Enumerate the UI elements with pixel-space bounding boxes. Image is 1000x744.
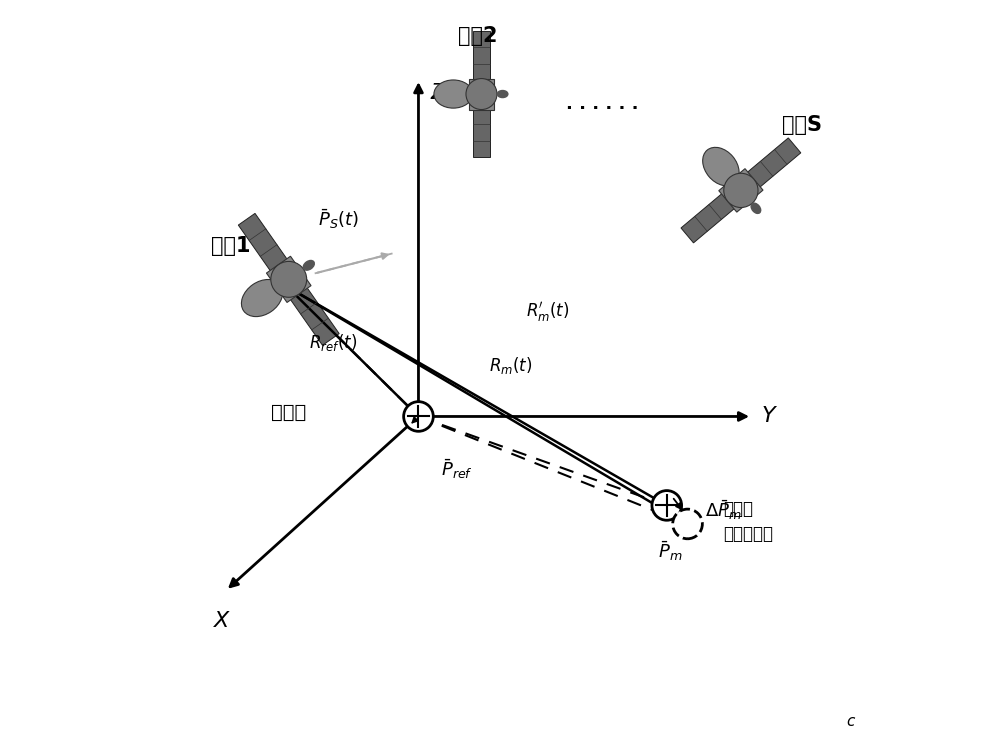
Text: $R_{ref}(t)$: $R_{ref}(t)$ — [309, 333, 357, 353]
Text: 卫星2: 卫星2 — [458, 26, 498, 46]
Text: 测量站
（转发器）: 测量站 （转发器） — [723, 500, 773, 543]
Text: $R_m^{\prime}(t)$: $R_m^{\prime}(t)$ — [526, 300, 570, 324]
Ellipse shape — [434, 80, 473, 108]
Text: $Z$: $Z$ — [430, 83, 448, 103]
Circle shape — [724, 173, 758, 208]
Text: $\bar{P}_{ref}$: $\bar{P}_{ref}$ — [441, 458, 473, 481]
Polygon shape — [681, 193, 735, 243]
Polygon shape — [290, 287, 339, 345]
Polygon shape — [747, 138, 801, 187]
Text: · · · · · ·: · · · · · · — [566, 100, 639, 118]
Circle shape — [271, 261, 307, 298]
Polygon shape — [238, 214, 288, 272]
Polygon shape — [473, 31, 490, 80]
Text: $\Delta\bar{P}_m$: $\Delta\bar{P}_m$ — [705, 498, 742, 522]
Text: $R_m(t)$: $R_m(t)$ — [489, 355, 533, 376]
Text: $X$: $X$ — [213, 612, 231, 632]
Polygon shape — [266, 256, 311, 303]
Text: c: c — [846, 714, 854, 729]
Text: $\bar{P}_S(t)$: $\bar{P}_S(t)$ — [318, 208, 359, 231]
Circle shape — [404, 402, 433, 432]
Polygon shape — [469, 79, 494, 109]
Ellipse shape — [303, 260, 314, 270]
Polygon shape — [473, 108, 490, 158]
Text: $Y$: $Y$ — [761, 406, 778, 426]
Ellipse shape — [703, 147, 739, 186]
Ellipse shape — [241, 280, 283, 317]
Text: 参考站: 参考站 — [271, 403, 306, 423]
Ellipse shape — [497, 91, 508, 97]
Text: 卫星S: 卫星S — [782, 115, 822, 135]
Polygon shape — [719, 169, 763, 212]
Circle shape — [652, 490, 682, 520]
Text: $\bar{P}_m$: $\bar{P}_m$ — [658, 539, 683, 563]
Ellipse shape — [751, 203, 761, 214]
Circle shape — [673, 509, 702, 539]
Text: 卫星1: 卫星1 — [211, 236, 250, 256]
Circle shape — [466, 79, 497, 109]
